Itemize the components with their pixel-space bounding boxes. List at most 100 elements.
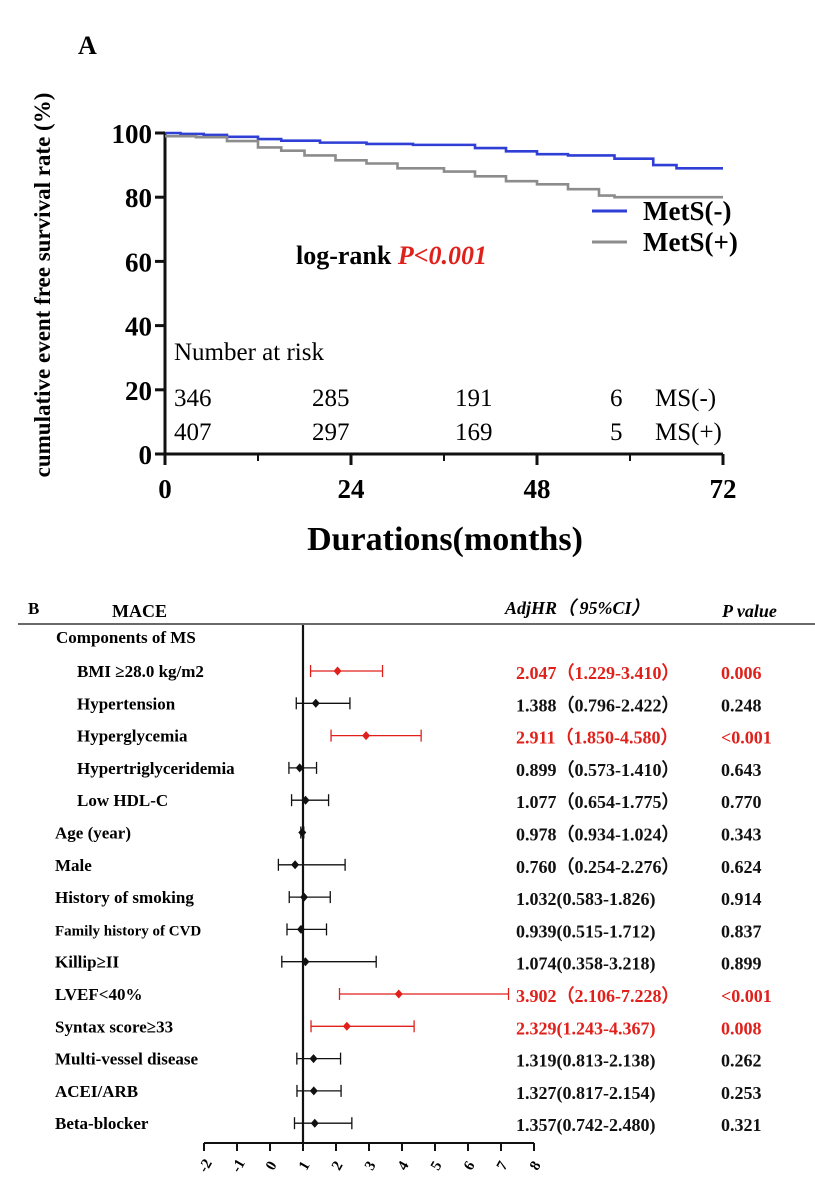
risk-value: 169 [455, 419, 493, 446]
hr-ci-value: 1.327(0.817-2.154) [516, 1083, 655, 1104]
p-column-header: P value [721, 601, 777, 621]
hr-point [300, 892, 309, 902]
y-tick-label: 100 [112, 119, 153, 149]
forest-x-tick-label: -1 [229, 1157, 249, 1176]
hr-point [301, 795, 310, 805]
hr-ci-value: 2.911（1.850-4.580） [516, 728, 679, 748]
panel-b: B MACE AdjHR（ 95%CI） P value Components … [18, 598, 815, 1175]
hr-point [309, 1086, 318, 1096]
panel-a: A cumulative event free survival rate (%… [30, 31, 738, 558]
risk-row-label: MS(-) [655, 385, 716, 412]
row-label: LVEF<40% [55, 985, 142, 1004]
p-value: 0.624 [721, 857, 762, 877]
panel-a-label: A [78, 31, 97, 60]
forest-x-tick-label: -2 [196, 1157, 216, 1176]
forest-x-tick-label: 3 [362, 1159, 380, 1173]
forest-x-tick-label: 4 [395, 1158, 413, 1173]
risk-value: 6 [610, 385, 623, 412]
hr-point [333, 666, 342, 676]
p-value: 0.643 [721, 760, 762, 780]
survival-plot-area: 0 20 40 60 80 100 0 24 48 72 MetS(-)MetS(+) [112, 119, 738, 504]
x-tick-label: 0 [158, 474, 172, 504]
y-tick-label: 20 [125, 376, 152, 406]
log-rank-prefix: log-rank [296, 241, 398, 270]
log-rank-annotation: log-rank P<0.001 [296, 241, 487, 270]
p-value: 0.253 [721, 1083, 762, 1103]
hr-ci-value: 0.899（0.573-1.410） [516, 760, 680, 780]
y-tick-label: 40 [125, 312, 152, 342]
forest-title: MACE [112, 601, 167, 621]
y-tick-label: 60 [125, 247, 152, 277]
p-value: 0.006 [721, 663, 762, 683]
hr-point [291, 860, 300, 870]
p-value: 0.837 [721, 921, 762, 941]
row-label: Hypertriglyceridemia [77, 759, 235, 778]
x-axis-label: Durations(months) [307, 521, 583, 558]
risk-value: 285 [312, 385, 350, 412]
hr-ci-value: 2.047（1.229-3.410） [516, 663, 680, 683]
hr-point [301, 957, 310, 967]
forest-rows: BMI ≥28.0 kg/m2 2.047（1.229-3.410） 0.006 Hy… [55, 625, 772, 1142]
hr-point [310, 1118, 319, 1128]
group-label: Components of MS [56, 628, 196, 647]
risk-value: 407 [174, 419, 212, 446]
row-label: ACEI/ARB [55, 1082, 138, 1101]
p-value: 0.770 [721, 792, 762, 812]
row-label: Beta-blocker [55, 1114, 149, 1133]
risk-row-label: MS(+) [655, 419, 722, 446]
hr-point [309, 1054, 318, 1064]
forest-x-tick-label: 5 [428, 1159, 446, 1173]
hr-ci-value: 1.357(0.742-2.480) [516, 1115, 655, 1136]
risk-value: 191 [455, 385, 493, 412]
series-line-mets-pos [165, 134, 723, 199]
hr-point [311, 698, 320, 708]
hr-ci-value: 0.939(0.515-1.712) [516, 921, 655, 942]
row-label: Killip≥II [55, 953, 120, 972]
hr-ci-value: 1.388（0.796-2.422） [516, 695, 680, 715]
hr-point [296, 924, 305, 934]
row-label: Age (year) [55, 824, 131, 843]
forest-x-tick-label: 7 [494, 1158, 512, 1173]
row-label: Syntax score≥33 [55, 1017, 173, 1036]
legend-label: MetS(+) [643, 227, 738, 257]
y-axis-label: cumulative event free survival rate (%) [30, 93, 55, 478]
hr-point [342, 1021, 351, 1031]
forest-x-tick-label: 2 [329, 1159, 347, 1173]
hr-ci-value: 3.902（2.106-7.228） [516, 986, 680, 1006]
hr-point [298, 828, 307, 837]
hr-point [295, 763, 304, 773]
row-label: Multi-vessel disease [55, 1050, 199, 1069]
legend: MetS(-)MetS(+) [592, 196, 738, 257]
row-label: Hyperglycemia [77, 727, 188, 746]
p-value: 0.914 [721, 889, 762, 909]
row-label: Male [55, 856, 92, 875]
risk-value: 297 [312, 419, 350, 446]
forest-x-tick-label: 6 [461, 1158, 479, 1173]
hr-ci-value: 1.077（0.654-1.775） [516, 792, 680, 812]
x-tick-label: 24 [338, 474, 365, 504]
p-value: <0.001 [721, 986, 772, 1006]
forest-x-tick-label: 1 [296, 1159, 314, 1173]
p-value: 0.899 [721, 954, 762, 974]
legend-label: MetS(-) [643, 196, 731, 226]
row-label: Family history of CVD [55, 923, 201, 939]
hr-ci-value: 0.760（0.254-2.276） [516, 857, 680, 877]
p-value: 0.262 [721, 1051, 762, 1071]
row-label: Hypertension [77, 694, 176, 713]
p-value: 0.248 [721, 695, 762, 715]
p-value: <0.001 [721, 728, 772, 748]
hr-ci-value: 1.074(0.358-3.218) [516, 954, 655, 975]
forest-x-axis: -2 -1 0 1 2 3 4 5 6 7 8 [196, 1142, 545, 1176]
hr-ci-value: 0.978（0.934-1.024） [516, 825, 680, 845]
risk-table: 346 285 191 6 MS(-) 407 297 169 5 MS(+) [174, 385, 722, 446]
p-value: 0.321 [721, 1115, 762, 1135]
panel-b-label: B [28, 599, 39, 618]
hr-ci-value: 1.319(0.813-2.138) [516, 1051, 655, 1072]
hr-column-header: AdjHR（ 95%CI） [504, 598, 650, 618]
x-tick-label: 72 [710, 474, 737, 504]
p-value: 0.343 [721, 825, 762, 845]
y-tick-label: 0 [139, 440, 153, 470]
hr-point [362, 731, 371, 741]
hr-ci-value: 2.329(1.243-4.367) [516, 1018, 655, 1039]
